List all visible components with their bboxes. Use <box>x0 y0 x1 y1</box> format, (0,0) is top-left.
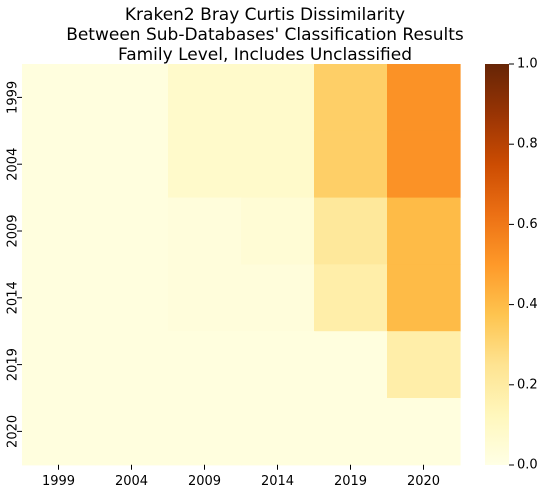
heatmap-cell-2014-2019 <box>314 264 388 332</box>
x-tick-label: 2009 <box>188 474 221 489</box>
heatmap-cell-2004-2020 <box>387 130 461 199</box>
x-tick-label: 2019 <box>334 474 367 489</box>
y-axis-ticks: 1999 2004 2009 2014 2019 2020 <box>6 81 22 448</box>
colorbar-tick-label: 1.0 <box>517 57 538 72</box>
heatmap-cell-2020-2014 <box>241 398 315 466</box>
heatmap-cell-1999-2014 <box>241 64 315 132</box>
heatmap-cell-2019-1999 <box>22 331 96 399</box>
heatmap-cell-2019-2014 <box>241 331 315 399</box>
heatmap-cell-1999-2020 <box>387 64 461 132</box>
colorbar-ticks: 0.0 0.2 0.4 0.6 0.8 1.0 <box>509 57 538 473</box>
y-tick-label: 1999 <box>6 81 21 114</box>
title-line-3: Family Level, Includes Unclassified <box>118 45 412 65</box>
x-tick-label: 2004 <box>115 474 148 489</box>
heatmap-cell-2020-2009 <box>168 398 242 466</box>
heatmap-cell-2014-2004 <box>95 264 169 332</box>
x-tick-label: 2020 <box>407 474 440 489</box>
heatmap-cell-1999-2019 <box>314 64 388 132</box>
y-tick-label: 2004 <box>6 148 21 181</box>
heatmap-cells <box>22 64 461 466</box>
heatmap-cell-2020-1999 <box>22 398 96 466</box>
heatmap-cell-2014-2014 <box>241 264 315 332</box>
x-axis-ticks: 1999 2004 2009 2014 2019 2020 <box>42 464 440 489</box>
colorbar-tick-label: 0.6 <box>517 217 538 232</box>
y-tick-label: 2009 <box>6 214 21 247</box>
heatmap-cell-2009-1999 <box>22 197 96 265</box>
heatmap-cell-2020-2019 <box>314 398 388 466</box>
x-tick-label: 1999 <box>42 474 75 489</box>
colorbar-tick-label: 0.2 <box>517 377 538 392</box>
title-line-1: Kraken2 Bray Curtis Dissimilarity <box>125 5 405 25</box>
heatmap-cell-2019-2004 <box>95 331 169 399</box>
heatmap-cell-2004-2014 <box>241 130 315 199</box>
heatmap-cell-2020-2020 <box>387 398 461 466</box>
colorbar-gradient <box>485 64 509 465</box>
heatmap-cell-2004-2009 <box>168 130 242 199</box>
heatmap-cell-2009-2019 <box>314 197 388 265</box>
title-line-2: Between Sub-Databases' Classification Re… <box>66 25 464 45</box>
colorbar-tick-label: 0.0 <box>517 458 538 473</box>
heatmap-cell-2014-2020 <box>387 264 461 332</box>
x-tick-label: 2014 <box>261 474 294 489</box>
y-tick-label: 2014 <box>6 281 21 314</box>
heatmap-cell-2004-2004 <box>95 130 169 199</box>
heatmap-cell-2009-2004 <box>95 197 169 265</box>
heatmap-cell-2004-1999 <box>22 130 96 199</box>
heatmap-cell-1999-2009 <box>168 64 242 132</box>
heatmap-cell-1999-1999 <box>22 64 96 132</box>
colorbar-tick-label: 0.4 <box>517 297 538 312</box>
heatmap-cell-2019-2019 <box>314 331 388 399</box>
y-tick-label: 2020 <box>6 415 21 448</box>
colorbar <box>485 64 509 465</box>
colorbar-tick-label: 0.8 <box>517 137 538 152</box>
heatmap-cell-2019-2009 <box>168 331 242 399</box>
heatmap-cell-2009-2020 <box>387 197 461 265</box>
heatmap-cell-2004-2019 <box>314 130 388 199</box>
heatmap-cell-2009-2014 <box>241 197 315 265</box>
chart-title: Kraken2 Bray Curtis Dissimilarity Betwee… <box>66 5 464 65</box>
heatmap-cell-2019-2020 <box>387 331 461 399</box>
y-tick-label: 2019 <box>6 348 21 381</box>
heatmap-cell-2014-1999 <box>22 264 96 332</box>
heatmap-cell-2009-2009 <box>168 197 242 265</box>
heatmap-cell-2020-2004 <box>95 398 169 466</box>
heatmap-cell-1999-2004 <box>95 64 169 132</box>
heatmap-cell-2014-2009 <box>168 264 242 332</box>
